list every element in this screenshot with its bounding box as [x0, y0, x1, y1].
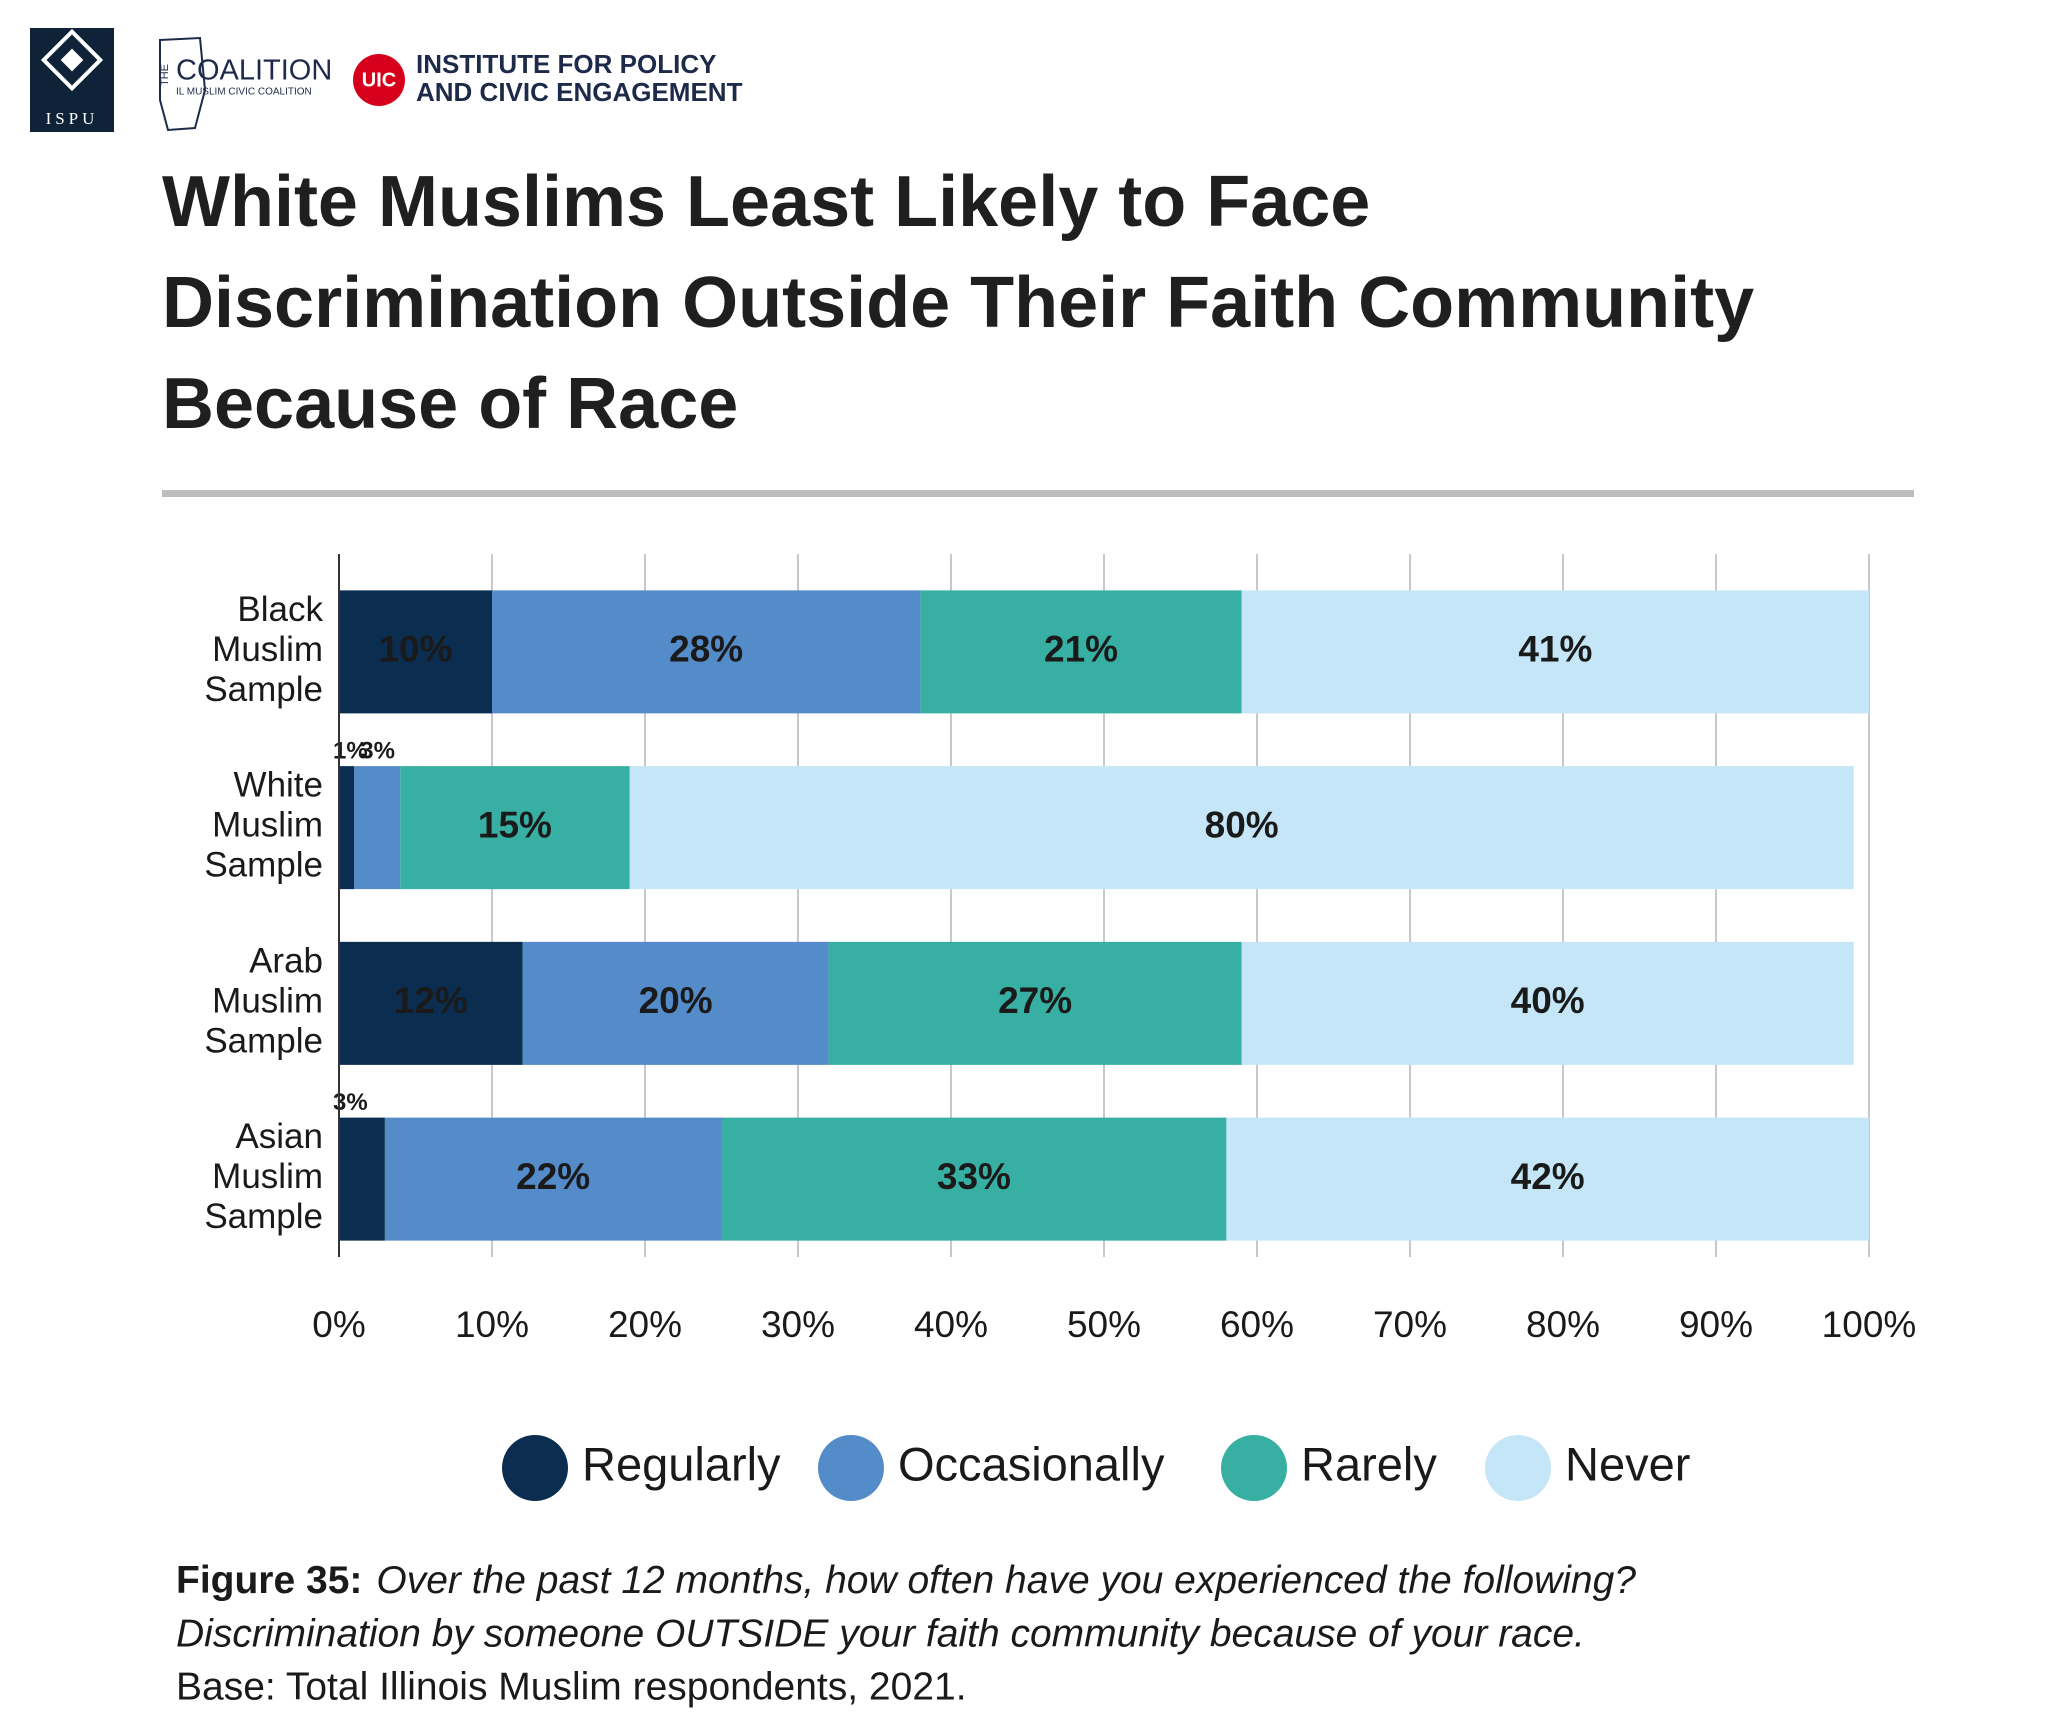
bar-segment	[828, 941, 1242, 1065]
category-label: Black Muslim Sample	[204, 590, 323, 709]
bar-segment	[400, 766, 630, 890]
bar-segment	[522, 941, 829, 1065]
value-label: 22%	[516, 1156, 590, 1197]
category-word: Sample	[204, 846, 323, 885]
bar-segment	[384, 1117, 722, 1241]
bar-segment	[1241, 941, 1854, 1065]
legend-swatch	[818, 1435, 884, 1501]
title-line: Discrimination Outside Their Faith Commu…	[162, 263, 1754, 343]
x-tick-label: 0%	[312, 1304, 365, 1345]
bar-segment	[1226, 1117, 1869, 1241]
value-label: 12%	[394, 980, 468, 1021]
bar-segment	[339, 941, 523, 1065]
plot: 0% 10% 20% 30% 40% 50% 60% 70% 80% 90% 100%Black Mu…	[204, 554, 1916, 1501]
legend-label: Regularly	[582, 1437, 781, 1490]
x-tick-label: 20%	[608, 1304, 682, 1345]
category-word: Arab	[249, 942, 323, 981]
category-word: Sample	[204, 670, 323, 709]
category-word: Black	[237, 590, 323, 629]
bar-segment	[920, 590, 1242, 714]
caption-question: Over the past 12 months, how often have …	[376, 1559, 1636, 1602]
value-label: 27%	[998, 980, 1072, 1021]
logo-text: AND CIVIC ENGAGEMENT	[416, 77, 743, 107]
category-word: White	[234, 766, 323, 805]
value-label: 80%	[1205, 804, 1279, 845]
value-label: 10%	[378, 629, 452, 670]
x-tick-label: 10%	[455, 1304, 529, 1345]
logo-text: ISPU	[46, 109, 99, 128]
caption-base: Base: Total Illinois Muslim respondents,…	[176, 1665, 967, 1708]
value-label: 21%	[1044, 629, 1118, 670]
category-label: White Muslim Sample	[204, 766, 323, 885]
legend-swatch	[502, 1435, 568, 1501]
bar-segment	[721, 1117, 1227, 1241]
title-line: Because of Race	[162, 364, 738, 444]
category-word: Muslim	[212, 806, 323, 845]
caption-label: Figure 35:	[176, 1559, 362, 1602]
value-label: 15%	[478, 804, 552, 845]
x-tick-label: 60%	[1220, 1304, 1294, 1345]
value-label: 20%	[639, 980, 713, 1021]
bar-segment	[492, 590, 921, 714]
caption-line: Figure 35: Over the past 12 months, how o…	[176, 1559, 1636, 1602]
category-label: Asian Muslim Sample	[204, 1117, 323, 1236]
bar-segment	[1241, 590, 1869, 714]
bar-segment	[629, 766, 1854, 890]
legend-label: Never	[1565, 1437, 1690, 1490]
x-tick-label: 100%	[1822, 1304, 1917, 1345]
x-tick-label: 90%	[1679, 1304, 1753, 1345]
x-tick-label: 40%	[914, 1304, 988, 1345]
category-label: Arab Muslim Sample	[204, 942, 323, 1061]
x-tick-label: 70%	[1373, 1304, 1447, 1345]
logo-text: COALITION	[176, 55, 332, 87]
logos: ISPU THE COALITION IL MUSLIM CIVIC COALI…	[30, 28, 743, 132]
logo-text: INSTITUTE FOR POLICY	[416, 49, 716, 79]
caption-item: Discrimination by someone OUTSIDE your f…	[176, 1612, 1585, 1655]
bar-segment	[339, 590, 492, 714]
category-word: Muslim	[212, 1157, 323, 1196]
title-line: White Muslims Least Likely to Face	[162, 162, 1370, 242]
legend-label: Occasionally	[898, 1437, 1165, 1490]
bar-segment	[354, 766, 401, 890]
value-label: 3%	[360, 737, 395, 764]
x-tick-label: 80%	[1526, 1304, 1600, 1345]
caption: Figure 35: Over the past 12 months, how o…	[176, 1559, 1636, 1708]
value-label: 33%	[937, 1156, 1011, 1197]
logo-text: THE	[159, 64, 171, 86]
value-label: 41%	[1518, 629, 1592, 670]
category-word: Sample	[204, 1197, 323, 1236]
divider	[162, 490, 1914, 497]
value-label: 28%	[669, 629, 743, 670]
ispu-mark	[40, 28, 104, 92]
ispu-logo	[30, 28, 114, 132]
value-label: 42%	[1511, 1156, 1585, 1197]
bar-segment	[339, 766, 355, 890]
bar-segment	[339, 1117, 385, 1241]
x-tick-label: 50%	[1067, 1304, 1141, 1345]
logo-text: UIC	[362, 69, 396, 91]
category-word: Asian	[235, 1117, 323, 1156]
legend-swatch	[1221, 1435, 1287, 1501]
legend-swatch	[1485, 1435, 1551, 1501]
logo-text: IL MUSLIM CIVIC COALITION	[176, 87, 312, 98]
category-word: Muslim	[212, 982, 323, 1021]
illinois-outline	[159, 36, 207, 132]
uic-logo	[353, 54, 405, 106]
ispu-mark	[60, 48, 84, 72]
x-tick-label: 30%	[761, 1304, 835, 1345]
chart-title: White Muslims Least Likely to Face Discri…	[162, 162, 1754, 444]
category-word: Muslim	[212, 630, 323, 669]
legend-label: Rarely	[1301, 1437, 1437, 1490]
value-label: 40%	[1511, 980, 1585, 1021]
category-word: Sample	[204, 1022, 323, 1061]
